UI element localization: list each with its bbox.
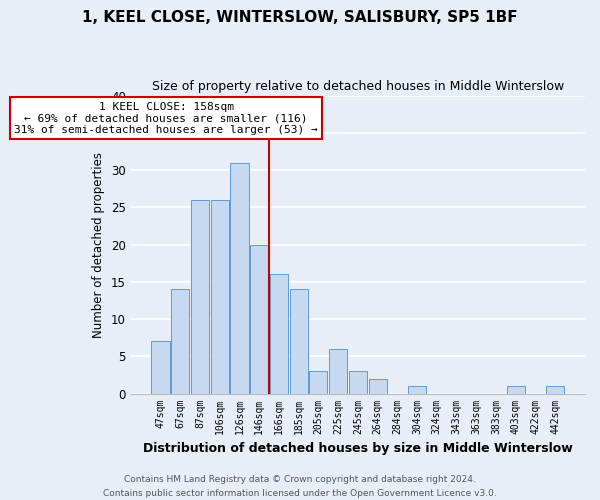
Bar bbox=[191, 200, 209, 394]
Bar bbox=[290, 290, 308, 394]
Bar bbox=[310, 371, 328, 394]
Bar bbox=[230, 162, 248, 394]
Bar bbox=[368, 378, 387, 394]
Bar bbox=[329, 349, 347, 394]
X-axis label: Distribution of detached houses by size in Middle Winterslow: Distribution of detached houses by size … bbox=[143, 442, 573, 455]
Bar bbox=[171, 290, 190, 394]
Text: 1 KEEL CLOSE: 158sqm
← 69% of detached houses are smaller (116)
31% of semi-deta: 1 KEEL CLOSE: 158sqm ← 69% of detached h… bbox=[14, 102, 318, 134]
Text: Contains HM Land Registry data © Crown copyright and database right 2024.
Contai: Contains HM Land Registry data © Crown c… bbox=[103, 476, 497, 498]
Bar bbox=[507, 386, 525, 394]
Y-axis label: Number of detached properties: Number of detached properties bbox=[92, 152, 106, 338]
Title: Size of property relative to detached houses in Middle Winterslow: Size of property relative to detached ho… bbox=[152, 80, 564, 93]
Text: 1, KEEL CLOSE, WINTERSLOW, SALISBURY, SP5 1BF: 1, KEEL CLOSE, WINTERSLOW, SALISBURY, SP… bbox=[82, 10, 518, 25]
Bar bbox=[270, 274, 288, 394]
Bar bbox=[250, 244, 268, 394]
Bar bbox=[349, 371, 367, 394]
Bar bbox=[546, 386, 565, 394]
Bar bbox=[151, 342, 170, 394]
Bar bbox=[211, 200, 229, 394]
Bar bbox=[408, 386, 426, 394]
